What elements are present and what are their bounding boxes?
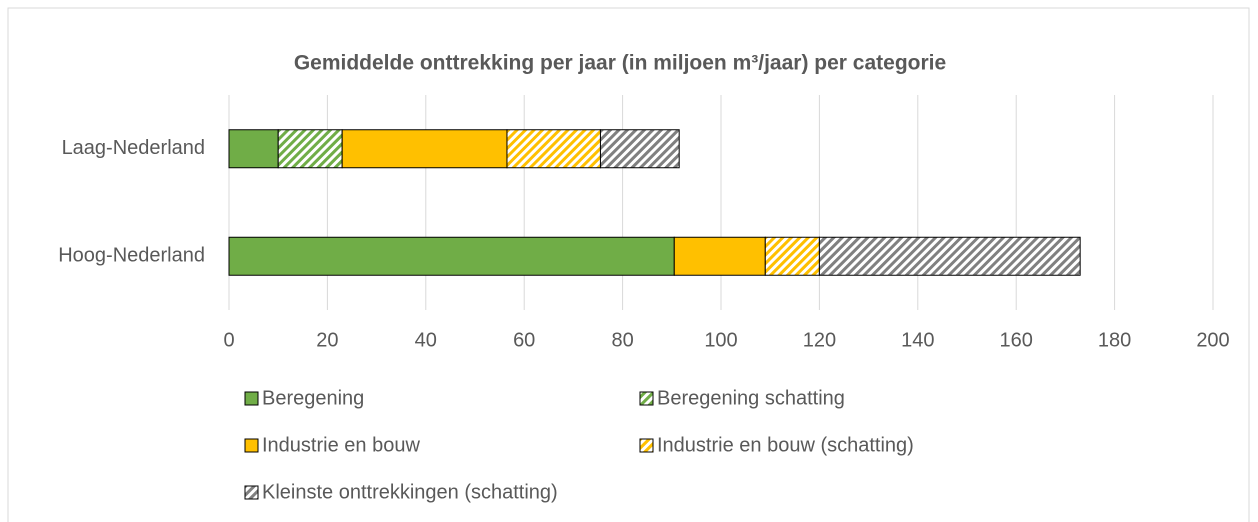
x-tick-label: 200 xyxy=(1196,329,1229,351)
y-tick-label: Hoog-Nederland xyxy=(58,245,205,267)
legend-label: Beregening schatting xyxy=(657,387,845,409)
x-tick-label: 60 xyxy=(513,329,535,351)
x-tick-label: 20 xyxy=(316,329,338,351)
legend-label: Kleinste onttrekkingen (schatting) xyxy=(262,481,558,503)
legend-swatch xyxy=(244,438,259,453)
x-tick-label: 120 xyxy=(803,329,836,351)
legend-swatch xyxy=(244,391,259,406)
legend-label: Industrie en bouw xyxy=(262,434,420,456)
x-tick-label: 40 xyxy=(415,329,437,351)
legend-swatch xyxy=(244,485,259,500)
bar-segment xyxy=(277,129,343,169)
y-tick-label: Laag-Nederland xyxy=(62,137,205,159)
bar-segment xyxy=(506,129,601,169)
x-tick-label: 0 xyxy=(223,329,234,351)
x-tick-label: 80 xyxy=(611,329,633,351)
chart-title: Gemiddelde onttrekking per jaar (in milj… xyxy=(294,52,946,75)
bar-segment xyxy=(673,236,766,276)
legend-swatch xyxy=(639,438,654,453)
bar-segment xyxy=(228,129,279,169)
legend-label: Industrie en bouw (schatting) xyxy=(657,434,914,456)
legend-swatch xyxy=(639,391,654,406)
x-tick-label: 160 xyxy=(1000,329,1033,351)
x-tick-label: 100 xyxy=(704,329,737,351)
bar-segment xyxy=(818,236,1081,276)
legend-label: Beregening xyxy=(262,387,364,409)
bar-segment xyxy=(599,129,680,169)
bar-segment xyxy=(764,236,820,276)
bar-segment xyxy=(228,236,675,276)
x-tick-label: 180 xyxy=(1098,329,1131,351)
x-tick-label: 140 xyxy=(901,329,934,351)
bar-segment xyxy=(341,129,508,169)
